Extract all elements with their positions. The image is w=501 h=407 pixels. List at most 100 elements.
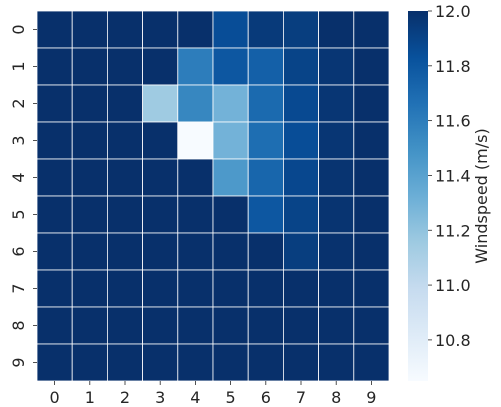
y-tick-label: 2 [9, 98, 28, 108]
y-tick-label: 6 [9, 246, 28, 256]
colorbar-tick-label: 11.8 [435, 57, 471, 76]
heatmap-cell-r2-c4 [177, 84, 214, 123]
x-tick-label: 9 [366, 388, 376, 407]
y-tick-label: 3 [9, 135, 28, 145]
heatmap-cell-r3-c0 [36, 121, 73, 160]
colorbar-tick-label: 11.4 [435, 166, 471, 185]
heatmap-cell-r2-c6 [247, 84, 284, 123]
heatmap-cell-r1-c7 [282, 47, 319, 86]
heatmap-cell-r9-c5 [212, 343, 249, 382]
heatmap-cell-r7-c7 [282, 269, 319, 308]
heatmap-cell-r5-c4 [177, 195, 214, 234]
heatmap-cell-r0-c6 [247, 10, 284, 49]
heatmap-cell-r1-c3 [142, 47, 179, 86]
heatmap-cell-r7-c6 [247, 269, 284, 308]
y-tick-label: 1 [9, 61, 28, 71]
heatmap-cell-r1-c0 [36, 47, 73, 86]
heatmap-cell-r5-c8 [318, 195, 355, 234]
heatmap-cell-r4-c1 [71, 158, 108, 197]
heatmap-cell-r7-c9 [353, 269, 390, 308]
heatmap-cell-r4-c7 [282, 158, 319, 197]
x-axis-ticks: 0 1 2 3 4 5 6 7 8 9 [50, 381, 376, 407]
heatmap-cell-r4-c5 [212, 158, 249, 197]
heatmap-cell-r0-c9 [353, 10, 390, 49]
heatmap-cell-r1-c8 [318, 47, 355, 86]
heatmap-cell-r4-c8 [318, 158, 355, 197]
colorbar [408, 11, 428, 381]
heatmap-cell-r5-c9 [353, 195, 390, 234]
colorbar-tick-label: 11.0 [435, 276, 471, 295]
heatmap-cell-r6-c4 [177, 232, 214, 271]
y-tick-label: 7 [9, 283, 28, 293]
heatmap-cell-r6-c6 [247, 232, 284, 271]
heatmap-cell-r8-c6 [247, 306, 284, 345]
colorbar-tick-label: 11.2 [435, 221, 471, 240]
heatmap-cell-r2-c1 [71, 84, 108, 123]
heatmap-cell-r9-c3 [142, 343, 179, 382]
heatmap-cell-r7-c5 [212, 269, 249, 308]
heatmap-cell-r9-c6 [247, 343, 284, 382]
heatmap-cell-r9-c0 [36, 343, 73, 382]
heatmap-cell-r9-c4 [177, 343, 214, 382]
heatmap-cell-r6-c3 [142, 232, 179, 271]
heatmap-cell-r0-c7 [282, 10, 319, 49]
heatmap-cell-r8-c7 [282, 306, 319, 345]
heatmap-cell-r5-c5 [212, 195, 249, 234]
y-tick-label: 4 [9, 172, 28, 182]
heatmap-cell-r4-c2 [107, 158, 144, 197]
heatmap-cell-r8-c2 [107, 306, 144, 345]
heatmap-cell-r3-c7 [282, 121, 319, 160]
heatmap-cell-r8-c3 [142, 306, 179, 345]
y-tick-label: 5 [9, 209, 28, 219]
heatmap-cell-r2-c8 [318, 84, 355, 123]
heatmap-cell-r1-c5 [212, 47, 249, 86]
heatmap-cell-r2-c7 [282, 84, 319, 123]
heatmap-cell-r1-c9 [353, 47, 390, 86]
heatmap-cell-r4-c9 [353, 158, 390, 197]
heatmap-cell-r3-c3 [142, 121, 179, 160]
heatmap-cell-r8-c8 [318, 306, 355, 345]
heatmap-cell-r0-c3 [142, 10, 179, 49]
heatmap-cell-r2-c2 [107, 84, 144, 123]
heatmap-cell-r4-c0 [36, 158, 73, 197]
heatmap-cell-r2-c3 [142, 84, 179, 123]
heatmap-cell-r2-c5 [212, 84, 249, 123]
heatmap-cell-r5-c2 [107, 195, 144, 234]
heatmap-cell-r3-c4 [177, 121, 214, 160]
heatmap-cell-r0-c5 [212, 10, 249, 49]
heatmap-cell-r3-c5 [212, 121, 249, 160]
heatmap-cell-r3-c6 [247, 121, 284, 160]
heatmap-cell-r7-c2 [107, 269, 144, 308]
heatmap-cell-r8-c5 [212, 306, 249, 345]
heatmap-cell-r0-c2 [107, 10, 144, 49]
heatmap-cell-r1-c6 [247, 47, 284, 86]
heatmap-cell-r6-c5 [212, 232, 249, 271]
x-tick-label: 2 [120, 388, 130, 407]
y-axis-ticks: 0 1 2 3 4 5 6 7 8 9 [9, 24, 37, 368]
x-tick-label: 0 [50, 388, 60, 407]
heatmap-cell-r9-c2 [107, 343, 144, 382]
heatmap-cell-r9-c8 [318, 343, 355, 382]
heatmap-cells [36, 10, 390, 382]
heatmap-cell-r6-c7 [282, 232, 319, 271]
colorbar-tick-label: 11.6 [435, 112, 471, 131]
heatmap-cell-r2-c9 [353, 84, 390, 123]
heatmap-cell-r8-c0 [36, 306, 73, 345]
heatmap-cell-r4-c6 [247, 158, 284, 197]
heatmap-cell-r7-c4 [177, 269, 214, 308]
heatmap-cell-r0-c4 [177, 10, 214, 49]
heatmap-cell-r0-c1 [71, 10, 108, 49]
heatmap-cell-r0-c8 [318, 10, 355, 49]
heatmap-cell-r6-c2 [107, 232, 144, 271]
heatmap-cell-r3-c9 [353, 121, 390, 160]
heatmap-cell-r3-c8 [318, 121, 355, 160]
x-tick-label: 4 [190, 388, 200, 407]
colorbar-tick-label: 12.0 [435, 2, 471, 21]
heatmap-cell-r2-c0 [36, 84, 73, 123]
y-tick-label: 0 [9, 24, 28, 34]
heatmap-cell-r4-c4 [177, 158, 214, 197]
heatmap-cell-r3-c2 [107, 121, 144, 160]
heatmap-cell-r1-c2 [107, 47, 144, 86]
y-tick-label: 8 [9, 320, 28, 330]
heatmap-cell-r9-c7 [282, 343, 319, 382]
